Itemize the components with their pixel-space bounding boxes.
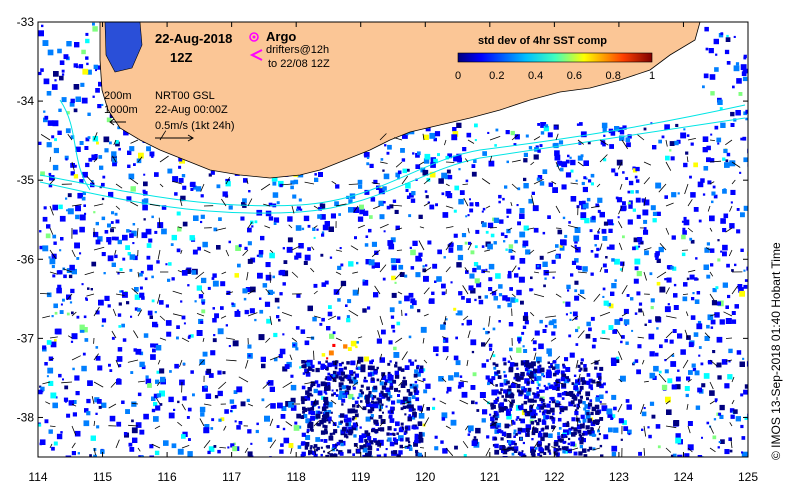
y-tick-label: -36 bbox=[17, 252, 35, 266]
x-tick-label: 124 bbox=[673, 470, 693, 484]
model-time-label: 22-Aug 00:00Z bbox=[155, 104, 228, 116]
x-tick-label: 118 bbox=[287, 470, 306, 484]
colorbar-title: std dev of 4hr SST comp bbox=[478, 35, 607, 47]
colorbar-tick-label: 1 bbox=[649, 70, 655, 82]
y-tick-label: -37 bbox=[17, 331, 35, 345]
colorbar-tick-label: 0.4 bbox=[528, 70, 543, 82]
colorbar-tick-label: 0.2 bbox=[489, 70, 504, 82]
colorbar-tick-label: 0.8 bbox=[606, 70, 621, 82]
drifters-to-label: to 22/08 12Z bbox=[268, 58, 330, 70]
date-label: 22-Aug-2018 bbox=[155, 31, 232, 46]
y-tick-label: -34 bbox=[17, 94, 35, 108]
colorbar-ticks: 0 0.2 0.4 0.6 0.8 1 bbox=[455, 70, 655, 82]
vector-scale-label: 0.5m/s (1kt 24h) bbox=[155, 120, 234, 132]
argo-label: Argo bbox=[266, 29, 296, 44]
argo-marker-icon bbox=[249, 32, 259, 42]
drifter-marker-icon bbox=[249, 49, 263, 61]
x-tick-label: 114 bbox=[28, 470, 47, 484]
x-tick-label: 120 bbox=[415, 470, 435, 484]
y-tick-label: -38 bbox=[17, 410, 35, 424]
x-tick-label: 117 bbox=[222, 470, 241, 484]
x-axis: 114 115 116 117 118 119 120 121 122 123 124 125 bbox=[28, 22, 758, 484]
y-axis: -33 -34 -35 -36 -37 -38 bbox=[17, 15, 748, 424]
x-tick-label: 121 bbox=[480, 470, 500, 484]
x-tick-label: 125 bbox=[738, 470, 758, 484]
vector-scale-arrow-icon bbox=[155, 134, 194, 142]
x-tick-label: 116 bbox=[158, 470, 177, 484]
y-tick-label: -35 bbox=[17, 173, 35, 187]
model-label: NRT00 GSL bbox=[155, 90, 215, 102]
x-tick-label: 123 bbox=[609, 470, 629, 484]
x-tick-label: 122 bbox=[544, 470, 564, 484]
contour-legend-arrow-icon bbox=[109, 118, 126, 126]
colorbar-gradient bbox=[457, 52, 653, 63]
sst-pixel-layer bbox=[38, 22, 748, 457]
contour-1000-label: 1000m bbox=[104, 104, 138, 116]
plot-frame bbox=[37, 21, 749, 458]
time-label: 12Z bbox=[170, 50, 192, 65]
velocity-arrows bbox=[39, 130, 743, 457]
credit-label: © IMOS 13-Sep-2018 01:40 Hobart Time bbox=[769, 242, 783, 460]
y-tick-label: -33 bbox=[17, 15, 35, 29]
x-tick-label: 119 bbox=[351, 470, 370, 484]
contour-200-label: 200m bbox=[104, 90, 132, 102]
colorbar-tick-label: 0.6 bbox=[567, 70, 582, 82]
colorbar-tick-label: 0 bbox=[455, 70, 461, 82]
drifters-label: drifters@12h bbox=[266, 44, 329, 56]
x-tick-label: 115 bbox=[93, 470, 112, 484]
